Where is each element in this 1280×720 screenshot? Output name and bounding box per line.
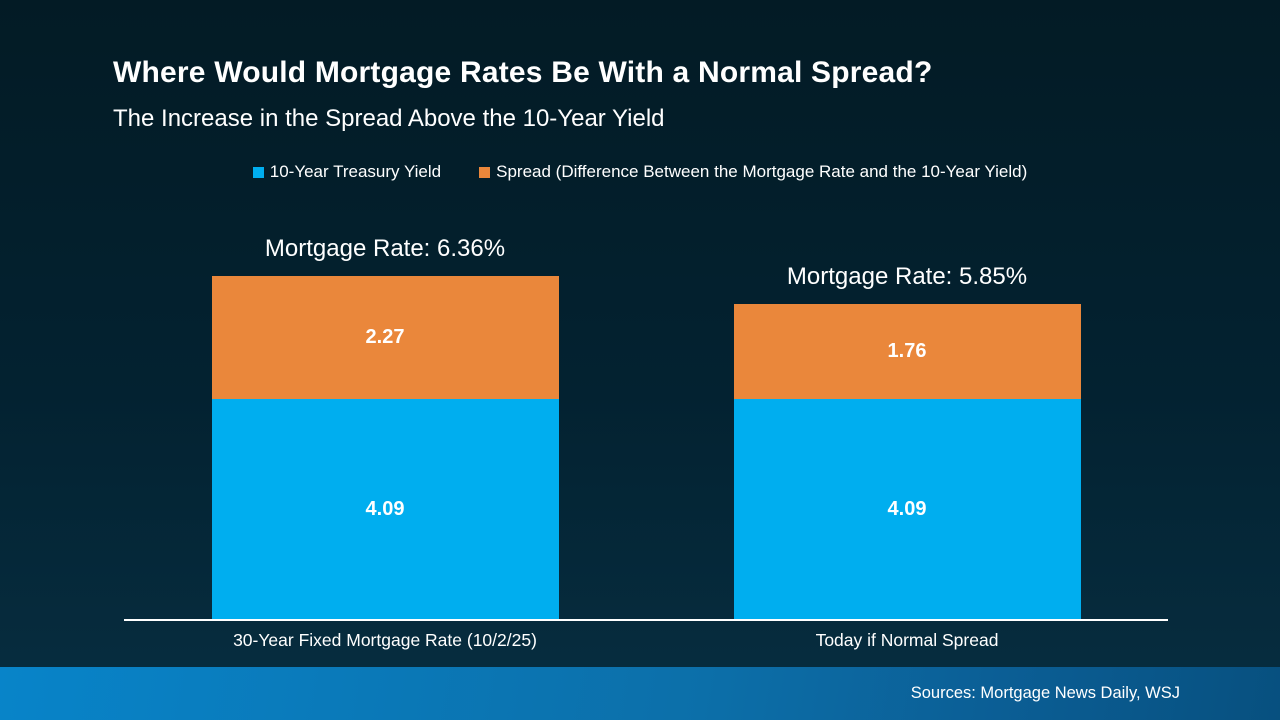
legend-item-spread: Spread (Difference Between the Mortgage … — [479, 162, 1027, 182]
chart-plot-area: Mortgage Rate: 6.36% 2.27 4.09 Mortgage … — [124, 220, 1168, 620]
footer-source-text: Sources: Mortgage News Daily, WSJ — [910, 684, 1180, 702]
x-axis-label-current: 30-Year Fixed Mortgage Rate (10/2/25) — [233, 630, 537, 650]
bar-segment-spread: 1.76 — [733, 304, 1081, 399]
legend-item-treasury-yield: 10-Year Treasury Yield — [252, 162, 442, 182]
segment-value: 2.27 — [365, 326, 405, 348]
bar-segment-yield: 4.09 — [733, 399, 1081, 620]
legend-label: Spread (Difference Between the Mortgage … — [496, 162, 1028, 181]
total-label-current: Mortgage Rate: 6.36% — [264, 235, 506, 262]
x-axis-label-normal: Today if Normal Spread — [815, 630, 999, 650]
bar-group-normal-spread: Mortgage Rate: 5.85% 1.76 4.09 — [646, 220, 1168, 620]
legend-swatch-orange-icon — [479, 166, 491, 178]
total-label-normal: Mortgage Rate: 5.85% — [786, 263, 1028, 290]
segment-value: 4.09 — [365, 498, 405, 520]
stacked-bar-normal: 1.76 4.09 — [733, 304, 1081, 620]
bar-segment-spread: 2.27 — [211, 276, 559, 399]
footer-bar: Sources: Mortgage News Daily, WSJ — [0, 667, 1280, 720]
segment-value: 1.76 — [887, 340, 927, 362]
x-axis-line — [124, 619, 1168, 621]
page-subtitle: The Increase in the Spread Above the 10-… — [113, 105, 665, 132]
legend-swatch-blue-icon — [252, 166, 264, 178]
page-title: Where Would Mortgage Rates Be With a Nor… — [113, 56, 933, 89]
stacked-bar-current: 2.27 4.09 — [211, 276, 559, 620]
bar-group-current-rate: Mortgage Rate: 6.36% 2.27 4.09 — [124, 220, 646, 620]
x-axis-labels: 30-Year Fixed Mortgage Rate (10/2/25) To… — [124, 630, 1168, 651]
bar-segment-yield: 4.09 — [211, 399, 559, 620]
legend: 10-Year Treasury Yield Spread (Differenc… — [0, 162, 1280, 182]
segment-value: 4.09 — [887, 498, 927, 520]
legend-label: 10-Year Treasury Yield — [269, 162, 442, 181]
